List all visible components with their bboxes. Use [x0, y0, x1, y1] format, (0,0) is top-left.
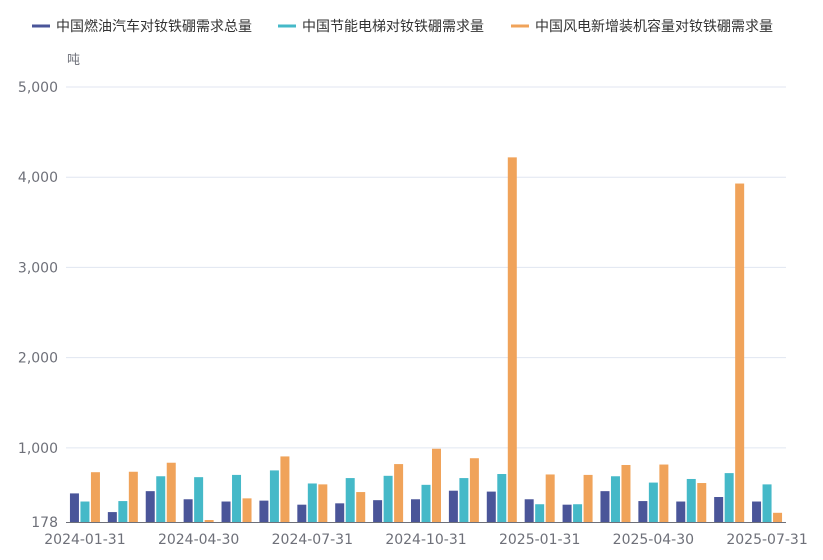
bar-series3-2024-05-31[interactable] [242, 498, 252, 522]
bar-series1-2025-04-30[interactable] [638, 501, 648, 522]
bar-series1-2024-12-31[interactable] [486, 491, 496, 522]
bar-series1-2025-01-31[interactable] [524, 499, 534, 522]
bar-series1-2024-02-29[interactable] [107, 512, 117, 522]
bar-series2-2024-06-30[interactable] [269, 470, 279, 522]
y-tick-label: 4,000 [18, 170, 58, 186]
x-tick-label: 2025-04-30 [613, 532, 694, 548]
bar-series1-2024-11-30[interactable] [448, 490, 458, 522]
bar-series1-2024-01-31[interactable] [69, 493, 79, 522]
bar-series3-2024-08-31[interactable] [356, 492, 366, 522]
bar-series1-2025-05-31[interactable] [676, 501, 686, 522]
bar-series1-2024-06-30[interactable] [259, 500, 269, 522]
x-tick-label: 2024-10-31 [385, 532, 466, 548]
bar-series3-2025-02-28[interactable] [583, 474, 593, 522]
bar-series3-2024-12-31[interactable] [507, 157, 517, 523]
bar-series3-2024-02-29[interactable] [128, 471, 138, 522]
bars[interactable] [69, 157, 783, 523]
bar-series2-2025-07-31[interactable] [762, 484, 772, 522]
bar-series1-2024-03-31[interactable] [145, 491, 155, 522]
bar-series3-2025-06-30[interactable] [735, 183, 745, 522]
x-tick-label: 2024-07-31 [272, 532, 353, 548]
bar-series2-2025-02-28[interactable] [573, 504, 583, 522]
legend-label-1: 中国燃油汽车对钕铁硼需求总量 [56, 18, 252, 35]
y-axis-unit-label: 吨 [67, 53, 80, 68]
bar-series3-2025-04-30[interactable] [659, 464, 669, 522]
x-axis-tick-labels: 2024-01-31 2024-04-30 2024-07-31 2024-10-31… [44, 532, 807, 548]
y-tick-label: 178 [31, 515, 58, 531]
bar-series2-2024-07-31[interactable] [307, 483, 317, 522]
x-tick-label: 2024-04-30 [158, 532, 239, 548]
y-tick-label: 5,000 [18, 80, 58, 96]
legend[interactable]: 中国燃油汽车对钕铁硼需求总量 中国节能电梯对钕铁硼需求量 中国风电新增装机容量对钕铁… [32, 18, 773, 35]
bar-series2-2024-10-31[interactable] [421, 484, 431, 522]
legend-item-2[interactable]: 中国节能电梯对钕铁硼需求量 [278, 19, 484, 35]
bar-series1-2024-09-30[interactable] [373, 500, 383, 522]
x-tick-label: 2025-01-31 [499, 532, 580, 548]
bar-series2-2025-05-31[interactable] [686, 478, 696, 522]
bar-series1-2025-02-28[interactable] [562, 504, 572, 522]
bar-series2-2024-03-31[interactable] [156, 476, 166, 522]
bar-series2-2024-04-30[interactable] [194, 477, 204, 522]
x-tick-label: 2024-01-31 [44, 532, 125, 548]
bar-series3-2025-03-31[interactable] [621, 464, 631, 522]
bar-series2-2025-06-30[interactable] [724, 473, 734, 522]
legend-label-3: 中国风电新增装机容量对钕铁硼需求量 [535, 18, 773, 35]
bar-series2-2024-12-31[interactable] [497, 474, 507, 522]
bar-series1-2024-05-31[interactable] [221, 501, 231, 522]
bar-series2-2025-04-30[interactable] [648, 482, 658, 522]
legend-item-3[interactable]: 中国风电新增装机容量对钕铁硼需求量 [511, 18, 773, 35]
bar-series3-2024-10-31[interactable] [432, 448, 441, 522]
bar-series2-2025-03-31[interactable] [610, 476, 620, 522]
y-tick-label: 2,000 [18, 351, 58, 367]
bar-series3-2025-05-31[interactable] [697, 483, 707, 522]
bar-series1-2024-07-31[interactable] [297, 504, 307, 522]
bar-series3-2024-03-31[interactable] [166, 462, 176, 522]
bar-series3-2024-01-31[interactable] [90, 472, 100, 522]
bar-series3-2024-06-30[interactable] [280, 456, 290, 522]
bar-series1-2024-04-30[interactable] [183, 499, 193, 522]
y-tick-label: 3,000 [18, 260, 58, 276]
bar-series2-2024-09-30[interactable] [383, 475, 393, 522]
bar-series2-2024-11-30[interactable] [459, 478, 469, 522]
y-tick-label: 1,000 [18, 441, 58, 457]
bar-series3-2024-07-31[interactable] [318, 484, 328, 522]
legend-label-2: 中国节能电梯对钕铁硼需求量 [302, 19, 484, 35]
bar-series2-2025-01-31[interactable] [535, 504, 545, 522]
bar-series1-2025-07-31[interactable] [752, 501, 762, 522]
bar-series1-2025-06-30[interactable] [714, 497, 724, 522]
bar-series1-2025-03-31[interactable] [600, 491, 610, 522]
grid-lines [66, 86, 786, 449]
bar-series2-2024-05-31[interactable] [232, 474, 242, 522]
bar-series1-2024-10-31[interactable] [411, 499, 420, 522]
legend-item-1[interactable]: 中国燃油汽车对钕铁硼需求总量 [32, 18, 252, 35]
bar-series3-2024-11-30[interactable] [469, 458, 479, 522]
bar-series1-2024-08-31[interactable] [335, 503, 345, 522]
bar-series3-2025-07-31[interactable] [773, 512, 783, 522]
bar-series2-2024-08-31[interactable] [345, 478, 355, 522]
bar-series3-2025-01-31[interactable] [545, 474, 555, 522]
bar-series3-2024-04-30[interactable] [204, 520, 214, 522]
x-tick-label: 2025-07-31 [726, 532, 807, 548]
bar-series3-2024-09-30[interactable] [394, 464, 404, 522]
bar-series2-2024-01-31[interactable] [80, 501, 90, 522]
bar-series2-2024-02-29[interactable] [118, 501, 128, 522]
y-axis-tick-labels: 178 1,000 2,000 3,000 4,000 5,000 [18, 80, 58, 531]
